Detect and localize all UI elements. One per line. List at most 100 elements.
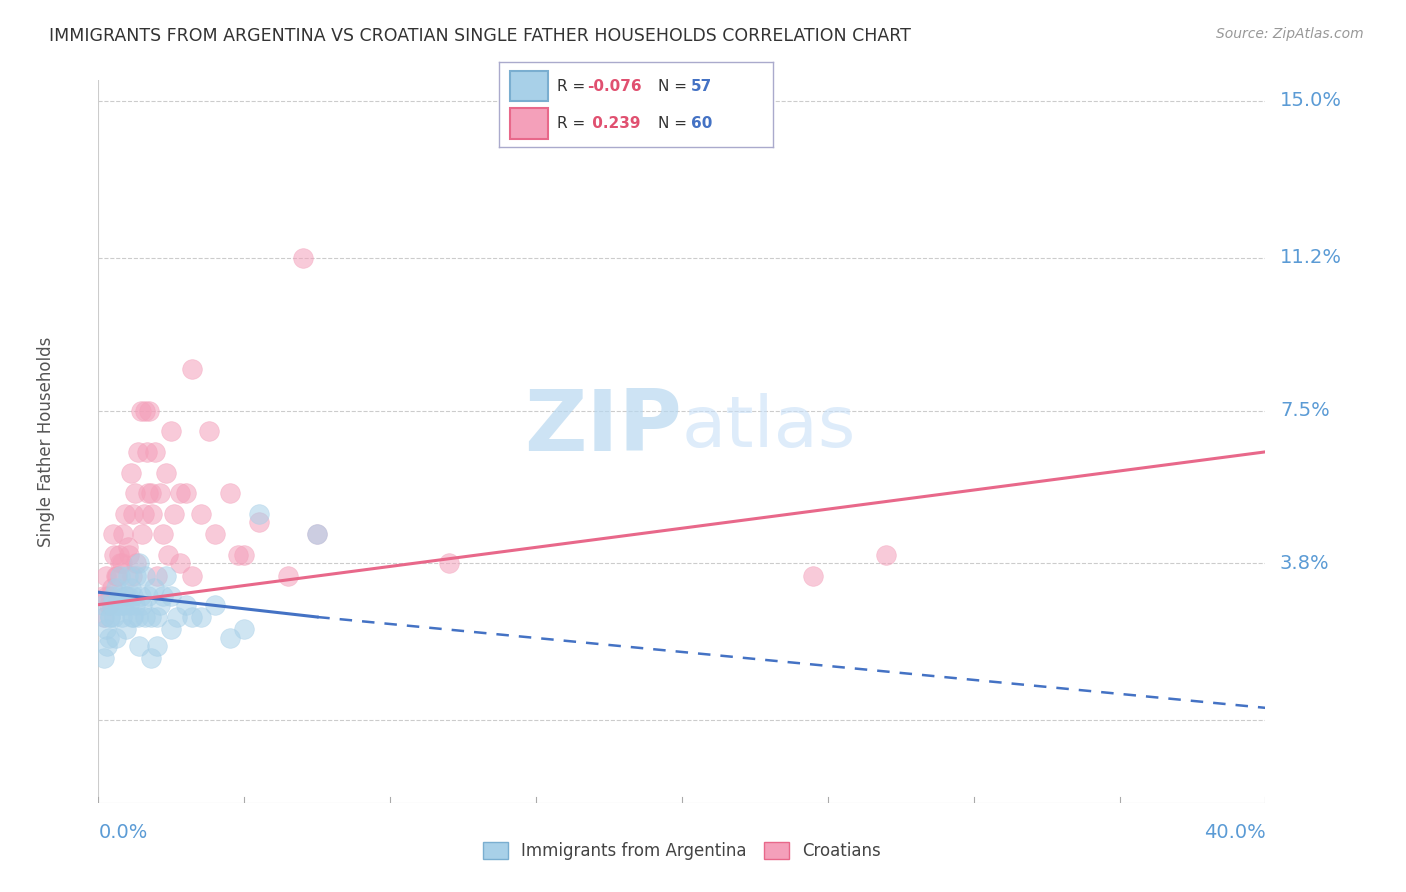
Point: [121, 568, 143, 582]
Point: [142, 581, 165, 595]
Point: [139, 486, 162, 500]
Point: [228, 548, 250, 562]
Point: [93, 610, 115, 624]
Point: [160, 590, 183, 604]
Point: [104, 631, 127, 645]
Text: 0.239: 0.239: [586, 116, 640, 131]
Point: [141, 507, 163, 521]
Point: [152, 590, 174, 604]
Point: [111, 557, 134, 571]
Point: [174, 486, 197, 500]
Text: 15.0%: 15.0%: [1279, 91, 1341, 111]
Point: [204, 598, 226, 612]
Point: [111, 598, 134, 612]
Point: [101, 590, 124, 604]
Point: [307, 527, 329, 541]
Point: [96, 590, 118, 604]
Point: [98, 610, 121, 624]
Point: [307, 527, 329, 541]
Point: [190, 610, 212, 624]
Point: [136, 590, 159, 604]
Point: [117, 568, 139, 582]
Legend: Immigrants from Argentina, Croatians: Immigrants from Argentina, Croatians: [477, 835, 887, 867]
Point: [94, 623, 117, 637]
Point: [149, 486, 172, 500]
Point: [146, 639, 169, 653]
Point: [100, 581, 122, 595]
Point: [120, 581, 142, 595]
Text: 0.0%: 0.0%: [98, 823, 148, 842]
Point: [97, 631, 120, 645]
Text: 7.5%: 7.5%: [1279, 401, 1330, 420]
Point: [131, 527, 153, 541]
Text: Source: ZipAtlas.com: Source: ZipAtlas.com: [1216, 27, 1364, 41]
Point: [233, 623, 256, 637]
Point: [125, 557, 148, 571]
Point: [114, 507, 136, 521]
Text: -0.076: -0.076: [586, 78, 641, 94]
Point: [111, 610, 134, 624]
Point: [149, 598, 172, 612]
Text: 60: 60: [692, 116, 713, 131]
Point: [127, 445, 149, 459]
Point: [91, 598, 114, 612]
Point: [143, 445, 166, 459]
Point: [108, 548, 131, 562]
Point: [98, 610, 121, 624]
Text: 3.8%: 3.8%: [1279, 554, 1330, 573]
Point: [110, 568, 132, 582]
Point: [204, 527, 226, 541]
Point: [180, 362, 202, 376]
Point: [180, 610, 202, 624]
Point: [131, 598, 153, 612]
Text: N =: N =: [658, 116, 692, 131]
Point: [124, 486, 146, 500]
Point: [155, 568, 177, 582]
Text: IMMIGRANTS FROM ARGENTINA VS CROATIAN SINGLE FATHER HOUSEHOLDS CORRELATION CHART: IMMIGRANTS FROM ARGENTINA VS CROATIAN SI…: [49, 27, 911, 45]
Point: [114, 590, 136, 604]
Point: [218, 486, 240, 500]
Text: ZIP: ZIP: [524, 385, 682, 468]
Point: [218, 631, 240, 645]
Point: [105, 568, 128, 582]
Point: [233, 548, 256, 562]
Point: [91, 590, 114, 604]
Point: [146, 568, 169, 582]
Text: Single Father Households: Single Father Households: [37, 336, 55, 547]
Point: [97, 598, 120, 612]
Point: [104, 568, 127, 582]
Point: [96, 639, 118, 653]
FancyBboxPatch shape: [510, 71, 548, 102]
Point: [875, 548, 897, 562]
Point: [134, 403, 156, 417]
Point: [135, 445, 157, 459]
Point: [198, 424, 221, 438]
Point: [117, 540, 139, 554]
Point: [112, 598, 135, 612]
Point: [139, 610, 162, 624]
Point: [93, 610, 115, 624]
Point: [155, 466, 177, 480]
Point: [104, 581, 127, 595]
Point: [138, 403, 160, 417]
Point: [180, 568, 202, 582]
Point: [93, 651, 115, 665]
Point: [169, 486, 191, 500]
Point: [128, 639, 150, 653]
Point: [124, 598, 146, 612]
Point: [115, 623, 138, 637]
Point: [129, 403, 152, 417]
Point: [100, 598, 122, 612]
Text: R =: R =: [557, 78, 591, 94]
Point: [134, 568, 156, 582]
Point: [103, 548, 125, 562]
Point: [118, 598, 141, 612]
Point: [108, 590, 131, 604]
Point: [152, 527, 174, 541]
Text: 11.2%: 11.2%: [1279, 248, 1341, 268]
Point: [174, 598, 197, 612]
Point: [117, 590, 139, 604]
Point: [160, 424, 183, 438]
Point: [129, 590, 152, 604]
Point: [132, 507, 155, 521]
